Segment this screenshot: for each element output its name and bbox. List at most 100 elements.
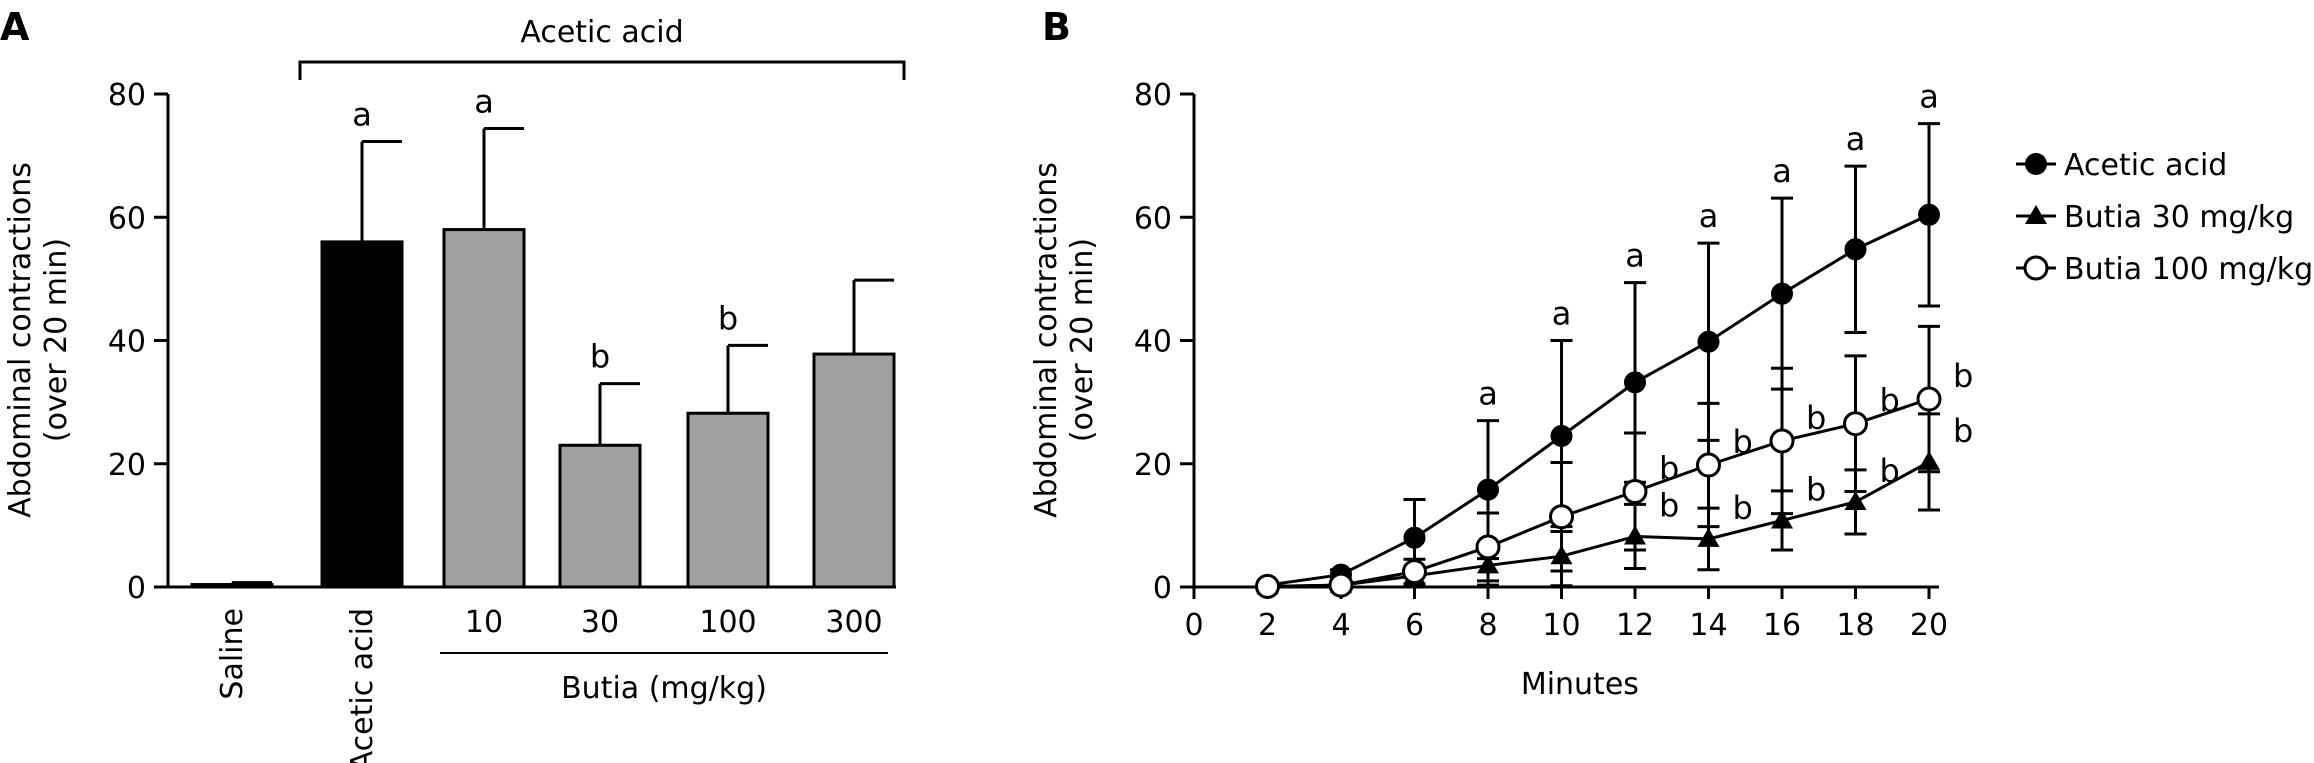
x-axis-title: Minutes <box>1521 667 1639 702</box>
data-point <box>1402 559 1427 585</box>
y-tick-label: 20 <box>108 448 146 483</box>
legend-entry: Butia 100 mg/kg <box>2064 252 2313 287</box>
significance-label: b <box>1953 357 1973 395</box>
legend-marker <box>2025 205 2047 224</box>
x-tick-label: 4 <box>1331 608 1350 643</box>
x-tick-label: 18 <box>1836 608 1874 643</box>
panel-b-line-chart: 0 20 40 60 80 0 2 4 6 8 10 12 14 16 18 20 Minutes Abdomin… <box>1029 78 2313 702</box>
x-tick-label: 300 <box>825 605 882 640</box>
x-tick-label: Acetic acid <box>345 608 380 763</box>
data-point <box>1771 509 1793 529</box>
data-point <box>1550 545 1573 565</box>
data-point <box>1916 386 1942 412</box>
legend-marker <box>2025 153 2047 175</box>
data-point <box>1918 450 1940 470</box>
x-tick-label: 20 <box>1910 608 1948 643</box>
x-tick-label: 6 <box>1405 608 1424 643</box>
y-tick-label: 60 <box>1134 201 1172 236</box>
bracket-label: Acetic acid <box>520 15 683 50</box>
legend: Acetic acid Butia 30 mg/kg Butia 100 mg/kg <box>2016 148 2313 287</box>
y-tick-label: 0 <box>1153 571 1172 606</box>
significance-label: b <box>1733 489 1753 527</box>
data-point <box>1771 282 1793 305</box>
y-axis-title: (over 20 min) <box>1065 238 1100 442</box>
data-point <box>1844 490 1867 510</box>
group-label: Butia (mg/kg) <box>561 671 767 706</box>
significance-label: a <box>1552 295 1572 333</box>
data-point <box>1477 478 1499 501</box>
series-line <box>1267 460 1930 588</box>
significance-label: b <box>1659 486 1679 524</box>
series-1 <box>1256 450 1940 595</box>
significance-label: b <box>718 299 738 337</box>
y-tick-label: 40 <box>108 325 146 360</box>
x-tick-label: 10 <box>1542 608 1580 643</box>
significance-label: a <box>474 83 494 121</box>
series-line <box>1267 397 1930 588</box>
x-tick-label: 16 <box>1763 608 1801 643</box>
x-tick-label: 8 <box>1478 608 1497 643</box>
bar <box>686 411 770 589</box>
data-point <box>1624 371 1646 394</box>
significance-label: a <box>352 95 372 133</box>
data-point <box>1697 330 1720 353</box>
x-tick-label: 2 <box>1258 608 1277 643</box>
data-point <box>1769 428 1795 454</box>
data-point <box>1624 525 1646 545</box>
x-tick-label: 100 <box>699 605 756 640</box>
significance-label: b <box>1659 449 1679 487</box>
y-axis-title: Abdominal contractions <box>3 162 38 518</box>
y-tick-label: 0 <box>127 571 146 606</box>
legend-entry: Butia 30 mg/kg <box>2064 200 2294 235</box>
panel-label-b: B <box>1042 5 1071 49</box>
legend-entry: Acetic acid <box>2064 148 2227 183</box>
data-point <box>1549 504 1574 530</box>
series-0 <box>1256 203 1940 597</box>
significance-label: a <box>1478 375 1498 413</box>
significance-label: a <box>1699 197 1719 235</box>
data-point <box>1477 554 1499 574</box>
y-tick-label: 20 <box>1134 448 1172 483</box>
x-tick-label: 14 <box>1689 608 1727 643</box>
bracket <box>298 60 906 80</box>
data-point <box>1403 526 1426 549</box>
legend-marker <box>2023 255 2049 281</box>
panel-label-a: A <box>0 5 30 49</box>
x-tick-label: Saline <box>215 608 250 700</box>
y-tick-label: 80 <box>108 78 146 113</box>
y-axis-title: (over 20 min) <box>39 238 74 442</box>
significance-label: b <box>1880 382 1900 420</box>
bar <box>558 443 642 589</box>
significance-label: a <box>1625 237 1645 275</box>
significance-label: b <box>1806 470 1826 508</box>
data-point <box>1696 452 1721 478</box>
data-point <box>1255 573 1280 599</box>
significance-label: b <box>1806 399 1826 437</box>
significance-label: a <box>1919 78 1939 116</box>
x-tick-label: 30 <box>581 605 619 640</box>
series-2 <box>1255 386 1942 599</box>
y-tick-label: 60 <box>108 201 146 236</box>
y-tick-label: 40 <box>1134 325 1172 360</box>
data-point <box>1622 478 1648 504</box>
data-point <box>1550 425 1573 448</box>
y-tick-label: 80 <box>1134 78 1172 113</box>
significance-label: a <box>1846 120 1866 158</box>
panel-a-bar-chart: 0 20 40 60 80 Abdominal contractions (over 20 … <box>3 15 906 763</box>
bar <box>320 240 404 589</box>
data-point <box>1843 411 1868 437</box>
significance-label: b <box>590 338 610 376</box>
data-point <box>1697 527 1720 547</box>
data-point <box>1475 534 1501 560</box>
x-tick-label: 10 <box>465 605 503 640</box>
data-point <box>1918 203 1940 226</box>
significance-label: b <box>1733 423 1753 461</box>
significance-label: a <box>1772 152 1792 190</box>
bar <box>442 228 526 589</box>
x-tick-label: 12 <box>1616 608 1654 643</box>
bar <box>190 583 274 589</box>
significance-label: b <box>1880 452 1900 490</box>
x-tick-label: 0 <box>1184 608 1203 643</box>
data-point <box>1328 572 1354 598</box>
